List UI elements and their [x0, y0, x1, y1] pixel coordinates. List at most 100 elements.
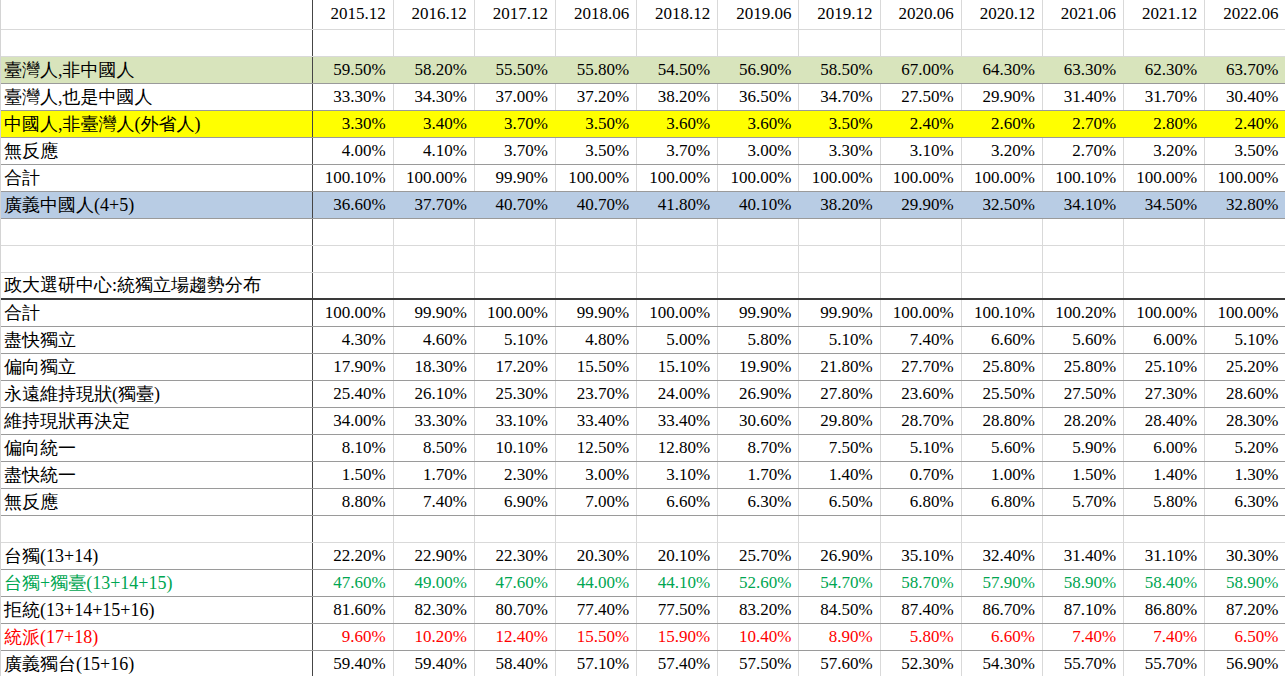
data-cell[interactable]: 2.70% [1042, 137, 1123, 164]
empty-cell[interactable] [555, 218, 636, 245]
data-cell[interactable]: 31.40% [1042, 83, 1123, 110]
data-cell[interactable]: 25.50% [961, 380, 1042, 407]
empty-cell[interactable] [393, 29, 474, 56]
data-cell[interactable]: 87.40% [880, 596, 961, 623]
data-cell[interactable]: 54.70% [799, 569, 880, 596]
empty-cell[interactable] [474, 245, 555, 272]
row-label[interactable]: 盡快獨立 [1, 326, 312, 353]
data-cell[interactable]: 26.90% [718, 380, 799, 407]
empty-cell[interactable] [718, 29, 799, 56]
column-header[interactable]: 2020.06 [880, 0, 961, 29]
data-cell[interactable]: 58.70% [880, 569, 961, 596]
data-cell[interactable]: 99.90% [393, 299, 474, 326]
data-cell[interactable]: 6.30% [1205, 488, 1285, 515]
empty-cell[interactable] [555, 245, 636, 272]
data-cell[interactable]: 26.90% [799, 542, 880, 569]
data-cell[interactable]: 38.20% [637, 83, 718, 110]
data-cell[interactable]: 25.80% [1042, 353, 1123, 380]
row-label[interactable]: 統派(17+18) [1, 623, 312, 650]
data-cell[interactable]: 27.80% [799, 380, 880, 407]
data-cell[interactable]: 4.30% [312, 326, 393, 353]
data-cell[interactable]: 5.10% [799, 326, 880, 353]
data-cell[interactable]: 17.20% [474, 353, 555, 380]
data-cell[interactable]: 5.80% [718, 326, 799, 353]
empty-cell[interactable] [1124, 29, 1205, 56]
data-cell[interactable]: 3.60% [637, 110, 718, 137]
row-label[interactable]: 維持現狀再決定 [1, 407, 312, 434]
data-cell[interactable]: 33.30% [312, 83, 393, 110]
data-cell[interactable]: 52.30% [880, 650, 961, 676]
data-cell[interactable]: 25.80% [961, 353, 1042, 380]
data-cell[interactable]: 7.40% [1124, 623, 1205, 650]
data-cell[interactable]: 58.40% [474, 650, 555, 676]
column-header[interactable]: 2019.12 [799, 0, 880, 29]
data-cell[interactable]: 6.60% [637, 488, 718, 515]
data-cell[interactable]: 25.70% [718, 542, 799, 569]
data-cell[interactable]: 87.10% [1042, 596, 1123, 623]
data-cell[interactable]: 26.10% [393, 380, 474, 407]
data-cell[interactable]: 87.20% [1205, 596, 1285, 623]
data-cell[interactable]: 86.70% [961, 596, 1042, 623]
data-cell[interactable]: 30.30% [1205, 542, 1285, 569]
data-cell[interactable]: 34.50% [1124, 191, 1205, 218]
data-cell[interactable]: 99.90% [799, 299, 880, 326]
data-cell[interactable]: 3.00% [555, 461, 636, 488]
empty-cell[interactable] [799, 515, 880, 542]
data-cell[interactable]: 58.90% [1205, 569, 1285, 596]
empty-cell[interactable] [393, 245, 474, 272]
row-label[interactable]: 偏向統一 [1, 434, 312, 461]
data-cell[interactable]: 28.80% [961, 407, 1042, 434]
data-cell[interactable]: 4.00% [312, 137, 393, 164]
data-cell[interactable]: 3.50% [555, 110, 636, 137]
corner-cell[interactable] [1, 0, 312, 29]
empty-cell[interactable] [555, 272, 636, 299]
data-cell[interactable]: 29.80% [799, 407, 880, 434]
data-cell[interactable]: 33.40% [637, 407, 718, 434]
data-cell[interactable]: 3.10% [880, 137, 961, 164]
data-cell[interactable]: 86.80% [1124, 596, 1205, 623]
column-header[interactable]: 2018.12 [637, 0, 718, 29]
data-cell[interactable]: 3.40% [393, 110, 474, 137]
empty-cell[interactable] [1205, 272, 1285, 299]
row-label[interactable]: 永遠維持現狀(獨臺) [1, 380, 312, 407]
empty-cell[interactable] [1042, 515, 1123, 542]
empty-cell[interactable] [961, 272, 1042, 299]
data-cell[interactable]: 33.40% [555, 407, 636, 434]
data-cell[interactable]: 100.00% [1205, 299, 1285, 326]
empty-cell[interactable] [1042, 245, 1123, 272]
empty-cell[interactable] [555, 29, 636, 56]
data-cell[interactable]: 10.20% [393, 623, 474, 650]
data-cell[interactable]: 34.30% [393, 83, 474, 110]
data-cell[interactable]: 44.10% [637, 569, 718, 596]
empty-cell[interactable] [312, 515, 393, 542]
data-cell[interactable]: 36.50% [718, 83, 799, 110]
empty-cell[interactable] [1124, 245, 1205, 272]
data-cell[interactable]: 10.10% [474, 434, 555, 461]
data-cell[interactable]: 5.80% [1124, 488, 1205, 515]
data-cell[interactable]: 5.20% [1205, 434, 1285, 461]
empty-cell[interactable] [718, 245, 799, 272]
data-cell[interactable]: 100.00% [637, 299, 718, 326]
data-cell[interactable]: 62.30% [1124, 56, 1205, 83]
data-cell[interactable]: 23.60% [880, 380, 961, 407]
empty-cell[interactable] [880, 515, 961, 542]
data-cell[interactable]: 12.50% [555, 434, 636, 461]
data-cell[interactable]: 54.50% [637, 56, 718, 83]
data-cell[interactable]: 3.50% [799, 110, 880, 137]
data-cell[interactable]: 1.00% [961, 461, 1042, 488]
data-cell[interactable]: 8.50% [393, 434, 474, 461]
data-cell[interactable]: 6.50% [1205, 623, 1285, 650]
data-cell[interactable]: 6.00% [1124, 326, 1205, 353]
data-cell[interactable]: 32.50% [961, 191, 1042, 218]
data-cell[interactable]: 5.00% [637, 326, 718, 353]
data-cell[interactable]: 20.10% [637, 542, 718, 569]
empty-cell[interactable] [718, 272, 799, 299]
data-cell[interactable]: 100.00% [474, 299, 555, 326]
data-cell[interactable]: 100.00% [961, 164, 1042, 191]
empty-cell[interactable] [1, 245, 312, 272]
data-cell[interactable]: 3.70% [637, 137, 718, 164]
data-cell[interactable]: 19.90% [718, 353, 799, 380]
data-cell[interactable]: 100.10% [961, 299, 1042, 326]
empty-cell[interactable] [1205, 29, 1285, 56]
data-cell[interactable]: 56.90% [1205, 650, 1285, 676]
